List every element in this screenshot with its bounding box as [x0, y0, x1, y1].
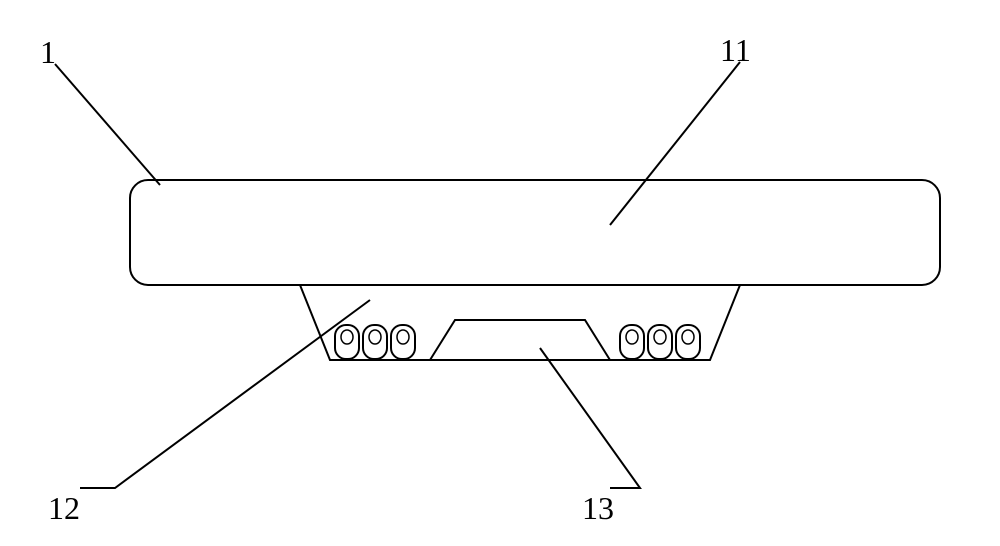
- label-11: 11: [720, 32, 751, 69]
- leader-line-1: [55, 64, 160, 185]
- leader-line-12: [80, 300, 370, 488]
- coil-group-left: [335, 325, 415, 359]
- main-body: [130, 180, 940, 285]
- center-bump: [430, 320, 610, 360]
- technical-diagram: 1 11 12 13: [0, 0, 1000, 541]
- diagram-svg: [0, 0, 1000, 541]
- label-1: 1: [40, 34, 56, 71]
- coil-group-right: [620, 325, 700, 359]
- leader-line-13: [540, 348, 640, 488]
- label-13: 13: [582, 490, 614, 527]
- lower-housing: [300, 285, 740, 360]
- label-12: 12: [48, 490, 80, 527]
- leader-line-11: [610, 62, 740, 225]
